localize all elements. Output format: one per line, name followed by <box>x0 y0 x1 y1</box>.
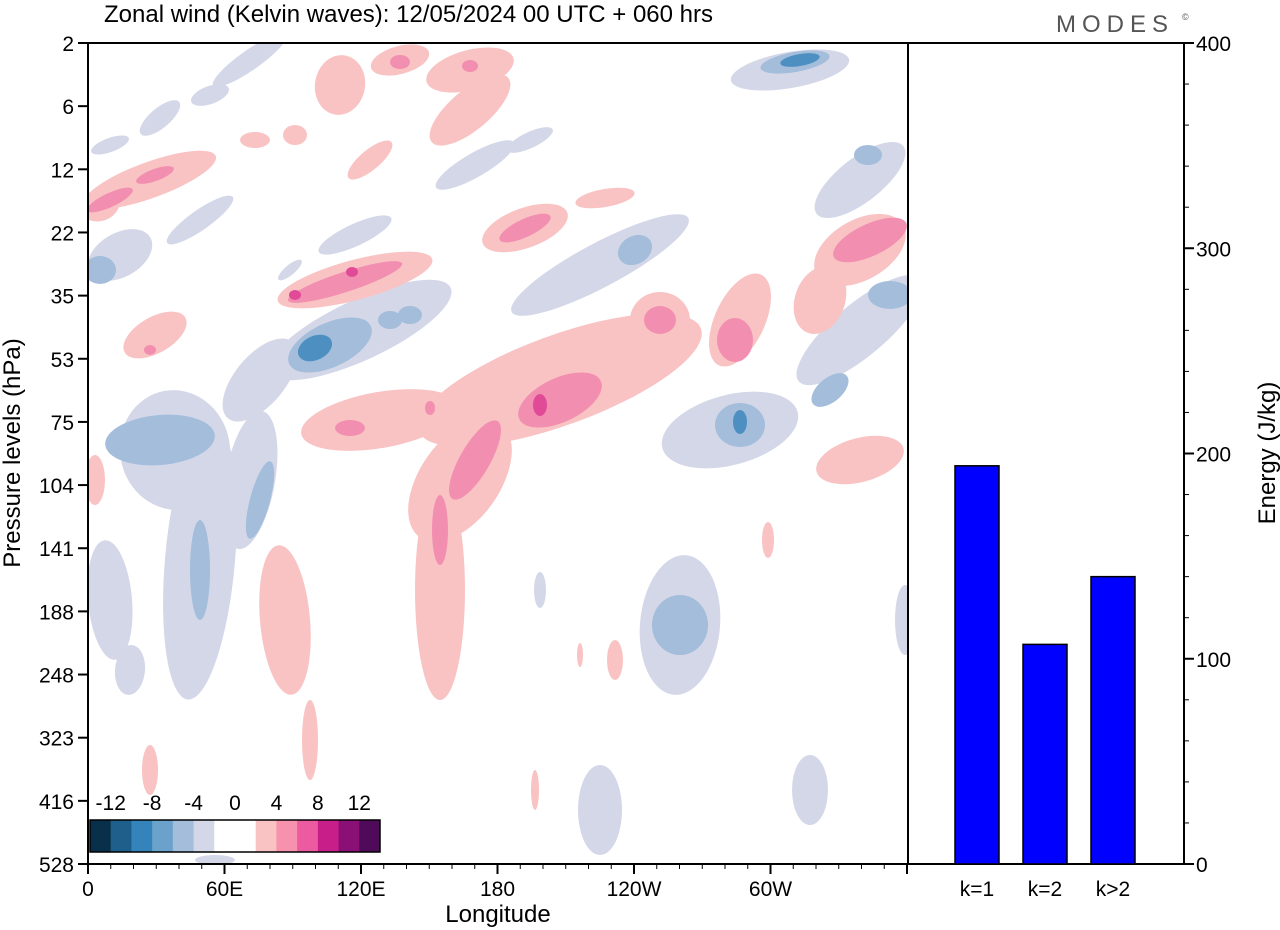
y-tick-label: 22 <box>51 222 74 245</box>
y-tick-label: 248 <box>39 665 74 688</box>
energy-bar <box>1022 643 1068 865</box>
colorbar-swatch <box>193 820 215 852</box>
y-tick-label: 416 <box>39 791 74 814</box>
colorbar-swatch <box>214 820 236 852</box>
heatmap-contour-field <box>88 43 908 864</box>
longitude-axis: 0 60E 120E 180 120W 60W <box>82 864 908 901</box>
y-axis-title-right: Energy (J/kg) <box>1254 382 1280 525</box>
x-tick-label: 120W <box>607 878 662 901</box>
bar-category-label: k=1 <box>960 878 994 901</box>
energy-tick-label: 400 <box>1196 33 1231 56</box>
y-tick-label: 104 <box>39 475 74 498</box>
colorbar-label: -4 <box>184 792 203 815</box>
y-tick-label: 2 <box>62 33 74 56</box>
energy-bar <box>1090 575 1136 865</box>
colorbar-label: -12 <box>96 792 126 815</box>
colorbar-labels: -12 -8 -4 0 4 8 12 <box>96 792 371 815</box>
energy-axis: 0 100 200 300 400 <box>1184 33 1231 877</box>
brand-logo: MODES <box>1056 11 1174 38</box>
colorbar-label: -8 <box>143 792 162 815</box>
y-tick-label: 188 <box>39 601 74 624</box>
y-axis-title-left: Pressure levels (hPa) <box>0 338 26 567</box>
colorbar-swatch <box>90 820 112 852</box>
y-tick-label: 12 <box>51 159 74 182</box>
positive-anomaly-mid <box>88 55 907 565</box>
colorbar-swatch <box>172 820 195 852</box>
bar-category-label: k>2 <box>1096 878 1130 901</box>
energy-tick-label: 100 <box>1196 649 1231 672</box>
x-tick-label: 180 <box>480 878 515 901</box>
x-tick-label: 0 <box>82 878 94 901</box>
x-axis-title: Longitude <box>445 901 550 928</box>
energy-bars: k=1 k=2 k>2 <box>954 465 1136 901</box>
chart-title: Zonal wind (Kelvin waves): 12/05/2024 00… <box>104 1 713 28</box>
positive-anomaly-strong <box>289 267 547 416</box>
energy-tick-label: 300 <box>1196 238 1231 261</box>
y-tick-label: 323 <box>39 728 74 751</box>
colorbar-label: 8 <box>312 792 324 815</box>
colorbar-label: 12 <box>348 792 371 815</box>
colorbar-label: 0 <box>229 792 241 815</box>
y-tick-label: 141 <box>39 538 74 561</box>
colorbar-swatch <box>152 820 174 852</box>
y-tick-label: 53 <box>51 349 74 372</box>
colorbar-swatch <box>297 820 319 852</box>
colorbar-swatch <box>359 820 381 852</box>
y-tick-label: 528 <box>39 854 74 877</box>
x-tick-label: 120E <box>336 878 385 901</box>
colorbar-swatch <box>235 820 257 852</box>
y-tick-label: 35 <box>51 286 74 309</box>
colorbar-legend <box>89 819 381 853</box>
x-tick-label: 60W <box>749 878 792 901</box>
colorbar-swatch <box>110 820 132 852</box>
bar-category-label: k=2 <box>1028 878 1062 901</box>
energy-tick-label: 200 <box>1196 444 1231 467</box>
colorbar-swatch <box>255 820 277 852</box>
y-tick-label: 75 <box>51 412 74 435</box>
energy-bar <box>954 465 1000 865</box>
colorbar-swatch <box>317 820 340 852</box>
negative-anomaly-mid <box>88 50 908 655</box>
colorbar-swatch <box>338 820 360 852</box>
pressure-axis: 2 6 12 22 35 53 75 104 141 188 248 323 416 528 <box>39 33 88 877</box>
colorbar-swatch <box>131 820 153 852</box>
x-tick-label: 60E <box>206 878 243 901</box>
brand-mark: © <box>1182 12 1189 22</box>
colorbar-label: 4 <box>271 792 283 815</box>
energy-tick-label: 0 <box>1196 854 1208 877</box>
colorbar-swatch <box>276 820 298 852</box>
colorbar-border <box>89 819 381 853</box>
negative-anomaly-strong <box>297 53 820 434</box>
y-tick-label: 6 <box>62 96 74 119</box>
